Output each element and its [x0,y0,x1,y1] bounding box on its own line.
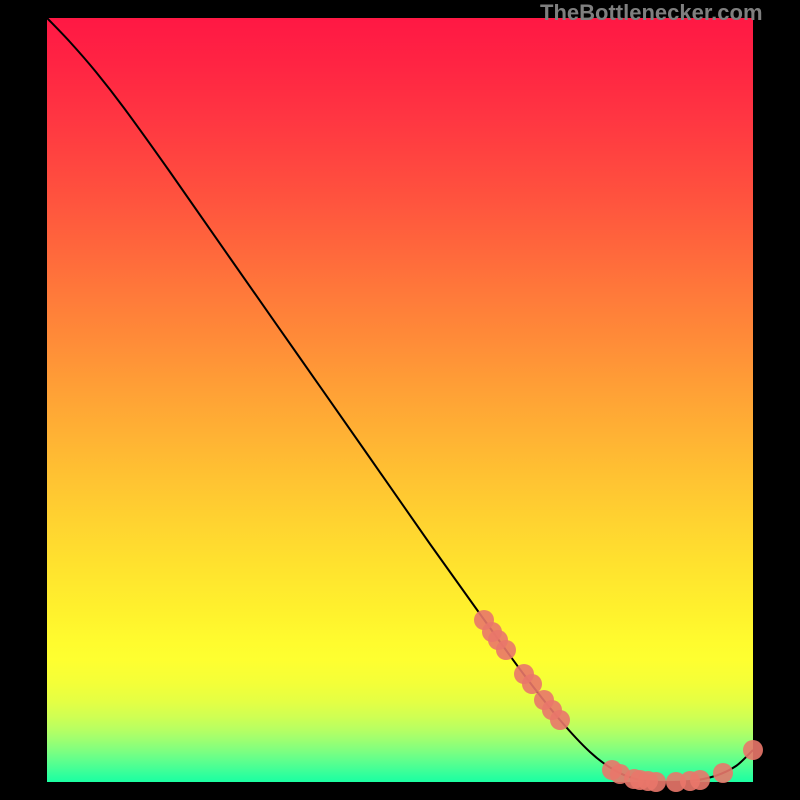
data-point [743,740,763,760]
data-point [522,674,542,694]
data-point [496,640,516,660]
data-point [550,710,570,730]
performance-curve [47,18,753,782]
chart-overlay-svg [0,0,800,800]
data-point-markers [474,610,763,792]
watermark-text: TheBottlenecker.com [540,0,763,26]
data-point [646,772,666,792]
data-point [713,763,733,783]
chart-stage: TheBottlenecker.com [0,0,800,800]
data-point [690,770,710,790]
